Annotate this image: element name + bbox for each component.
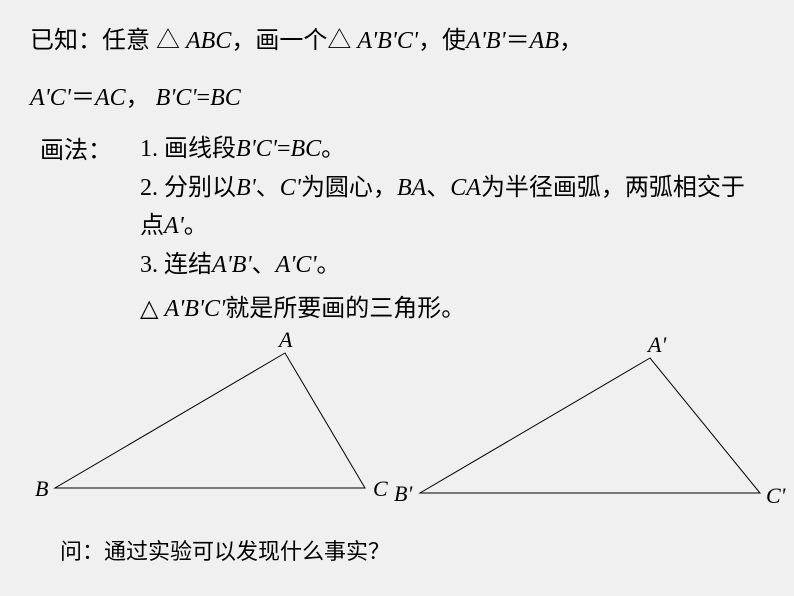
conclusion-pre: △	[140, 296, 164, 322]
given-comma1: ，	[559, 28, 583, 54]
eq1-r: AB	[530, 28, 559, 54]
eq1-sym: ＝	[506, 28, 530, 54]
eq3-l: B'C'	[156, 85, 197, 111]
given-apbpcp: A'B'C'	[357, 28, 418, 54]
conclusion-tail: 就是所要画的三角形。	[225, 296, 465, 322]
eq2-r: AC	[95, 85, 126, 111]
step2-ca: CA	[450, 175, 481, 201]
step2-m3: 、	[426, 175, 450, 201]
step2-m1: 、	[256, 175, 280, 201]
label-c: C	[373, 476, 388, 502]
step1-eq-sym: =	[277, 136, 291, 162]
eq3-sym: =	[197, 85, 211, 111]
step-3: 3. 连结A'B'、A'C'。	[140, 246, 764, 284]
step1-eq-l: B'C'	[236, 136, 277, 162]
step2-ba: BA	[397, 175, 426, 201]
eq3-r: BC	[210, 85, 241, 111]
method-steps: 1. 画线段B'C'=BC。 2. 分别以B'、C'为圆心，BA、CA为半径画弧…	[140, 130, 764, 284]
method-label: 画法：	[30, 130, 140, 173]
given-tail: ，使	[418, 28, 466, 54]
step2-ap: A'	[164, 213, 184, 239]
step3-pre: 3. 连结	[140, 252, 212, 278]
method-block: 画法： 1. 画线段B'C'=BC。 2. 分别以B'、C'为圆心，BA、CA为…	[30, 130, 764, 284]
step3-apcp: A'C'	[276, 252, 317, 278]
given-prefix: 已知：任意 △	[30, 28, 186, 54]
eq2-l: A'C'	[30, 85, 71, 111]
label-b-prime: B'	[394, 481, 412, 507]
conclusion: △ A'B'C'就是所要画的三角形。	[140, 290, 764, 328]
eq1-l: A'B'	[466, 28, 506, 54]
given-mid: ，画一个△	[231, 28, 357, 54]
label-a-prime: A'	[648, 332, 666, 358]
step2-end: 。	[184, 213, 208, 239]
step2-m2: 为圆心，	[301, 175, 397, 201]
step2-cp: C'	[280, 175, 301, 201]
given-comma2: ，	[126, 85, 150, 111]
label-a: A	[279, 327, 292, 353]
given-line-2: A'C'＝AC， B'C'=BC	[30, 77, 764, 120]
step3-end: 。	[317, 252, 341, 278]
step3-m1: 、	[252, 252, 276, 278]
diagram-area: A B C A' B' C'	[40, 338, 774, 518]
label-b: B	[35, 476, 48, 502]
given-abc: ABC	[186, 28, 231, 54]
step1-pre: 1. 画线段	[140, 136, 236, 162]
given-line-1: 已知：任意 △ ABC，画一个△ A'B'C'，使A'B'＝AB，	[30, 20, 764, 63]
step-1: 1. 画线段B'C'=BC。	[140, 130, 764, 168]
step2-pre: 2. 分别以	[140, 175, 236, 201]
step1-end: 。	[321, 136, 345, 162]
step2-bp: B'	[236, 175, 256, 201]
label-c-prime: C'	[766, 483, 785, 509]
question: 问：通过实验可以发现什么事实？	[60, 534, 764, 566]
step-2: 2. 分别以B'、C'为圆心，BA、CA为半径画弧，两弧相交于点A'。	[140, 169, 764, 246]
step3-apbp: A'B'	[212, 252, 252, 278]
step1-eq-r: BC	[290, 136, 321, 162]
eq2-sym: ＝	[71, 85, 95, 111]
conclusion-tri: A'B'C'	[164, 296, 225, 322]
